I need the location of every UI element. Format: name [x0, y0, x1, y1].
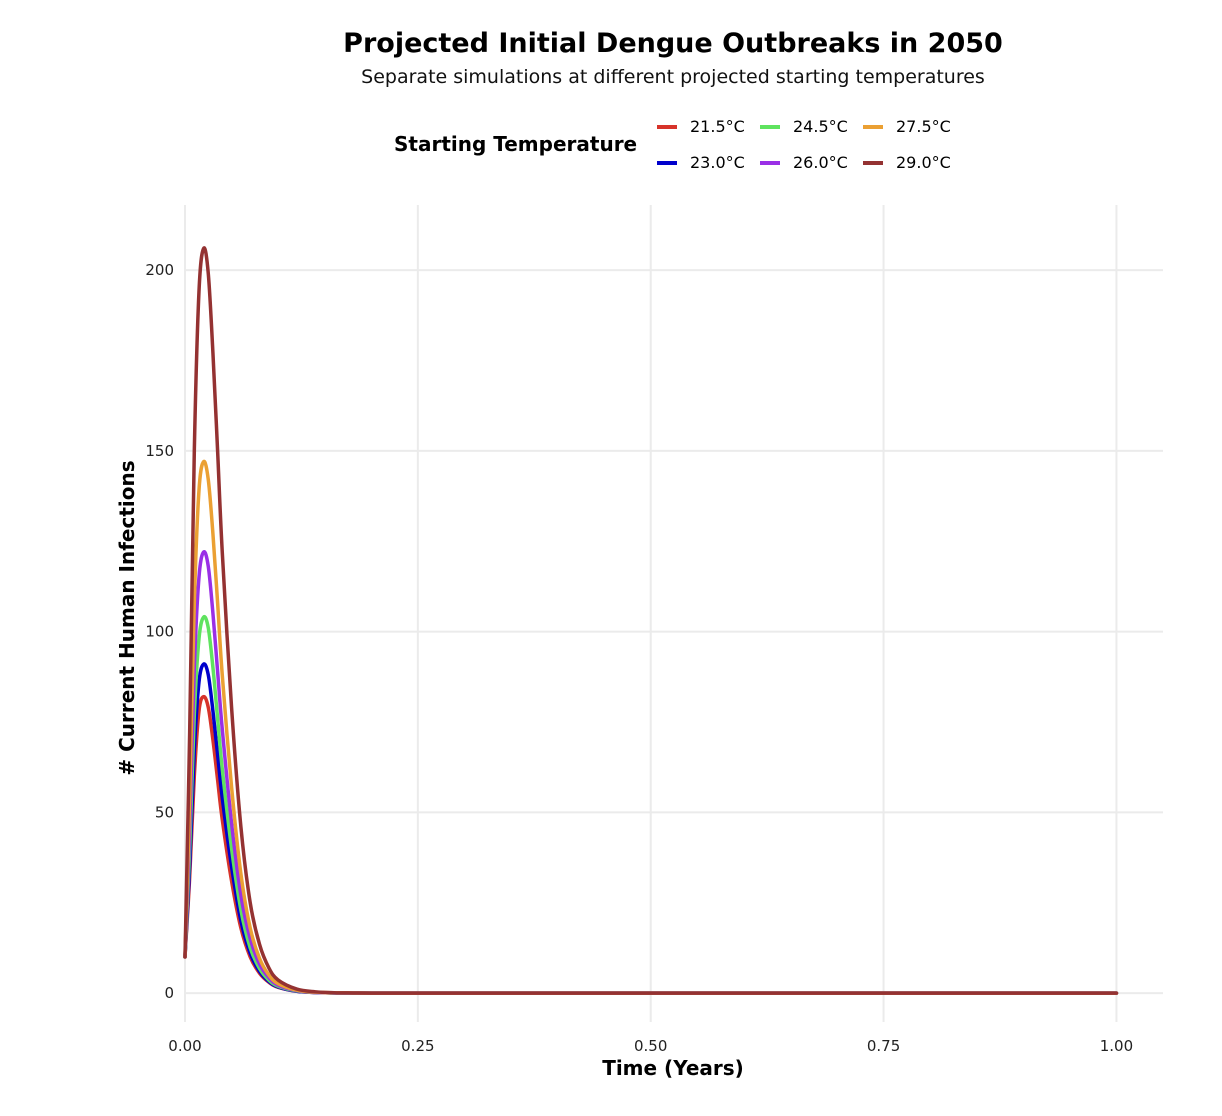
y-tick-label: 200	[145, 261, 174, 279]
x-tick-label: 0.25	[401, 1037, 434, 1055]
chart-subtitle: Separate simulations at different projec…	[361, 66, 985, 88]
y-axis-title: # Current Human Infections	[115, 460, 139, 775]
legend-label: 26.0°C	[793, 153, 848, 172]
legend-key-swatch	[863, 160, 883, 165]
x-tick-label: 0.50	[634, 1037, 667, 1055]
legend-label: 23.0°C	[690, 153, 745, 172]
gridlines	[184, 205, 1163, 1022]
legend-item: 23.0°C	[657, 153, 745, 172]
x-axis-title: Time (Years)	[602, 1056, 744, 1080]
legend-label: 21.5°C	[690, 117, 745, 136]
legend-label: 29.0°C	[896, 153, 951, 172]
x-tick-label: 0.75	[867, 1037, 900, 1055]
x-tick-label: 0.00	[168, 1037, 201, 1055]
x-tick-label: 1.00	[1100, 1037, 1133, 1055]
legend-item: 27.5°C	[863, 117, 951, 136]
legend-key-swatch	[760, 160, 780, 165]
y-tick-label: 0	[164, 984, 174, 1002]
y-tick-label: 50	[155, 803, 174, 821]
chart-title: Projected Initial Dengue Outbreaks in 20…	[343, 28, 1003, 59]
series-lines	[183, 246, 1119, 995]
legend-key-swatch	[657, 124, 677, 129]
y-tick-label: 100	[145, 623, 174, 641]
legend-key-swatch	[760, 124, 780, 129]
legend: Starting Temperature 21.5°C 23.0°C 24.5°C 2…	[394, 112, 994, 182]
legend-title: Starting Temperature	[394, 132, 638, 156]
legend-label: 27.5°C	[896, 117, 951, 136]
legend-item: 21.5°C	[657, 117, 745, 136]
legend-label: 24.5°C	[793, 117, 848, 136]
series-line-290C	[183, 246, 1119, 995]
y-tick-label: 150	[145, 442, 174, 460]
legend-key-swatch	[863, 124, 883, 129]
legend-item: 29.0°C	[863, 153, 951, 172]
legend-key-swatch	[657, 160, 677, 165]
legend-item: 26.0°C	[760, 153, 848, 172]
legend-item: 24.5°C	[760, 117, 848, 136]
tick-labels: 0 50 100 150 200 0.00 0.25 0.50 0.75 1.00	[145, 261, 1133, 1055]
